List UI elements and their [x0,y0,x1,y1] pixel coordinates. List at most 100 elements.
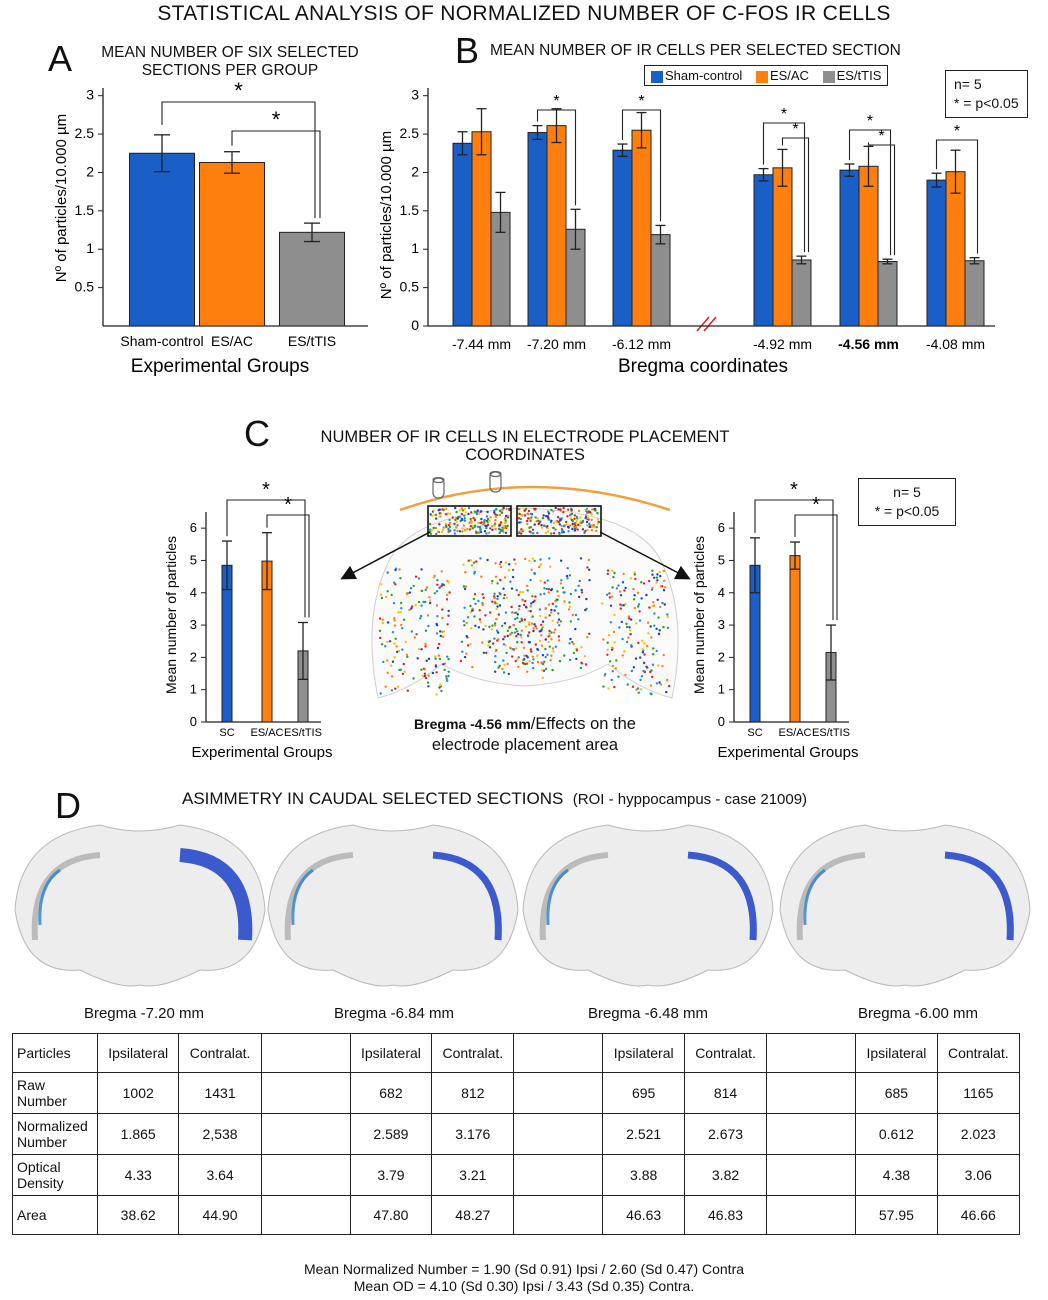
particle-dot [534,625,537,628]
particle-dot [562,525,565,528]
category-label: SC [219,727,234,739]
particle-dot [412,584,415,588]
particle-dot [448,512,452,515]
table-cell [260,1195,351,1235]
particle-dot [586,635,589,639]
bar [789,555,801,723]
particle-dot [539,614,542,618]
particle-dot [584,508,587,511]
panel-a-subtitle-line1: MEAN NUMBER OF SIX SELECTED [101,44,359,61]
particle-dot [535,627,538,630]
particle-dot [471,665,474,669]
particle-dot [515,634,518,638]
particle-dot [447,657,450,661]
table-cell [766,1195,857,1235]
particle-dot [494,670,497,673]
particle-dot [436,615,439,618]
particle-dot [469,604,472,608]
particle-dot [485,526,488,530]
particle-dot [584,608,587,612]
particle-dot [632,587,635,591]
particle-dot [410,607,413,610]
asymmetry-table: Particles Ipsilateral Contralat. Ipsilat… [12,1033,1021,1235]
particle-dot [521,591,524,594]
particle-dot [494,575,498,578]
particle-dot [596,518,599,521]
category-label: -4.56 mm [838,336,899,352]
particle-dot [655,627,658,630]
panel-b-x-axis-label: Bregma coordinates [618,356,788,377]
particle-dot [498,593,502,596]
legend-item-es-ttis: ES/tTIS [822,68,881,83]
particle-dot [544,607,547,610]
particle-dot [624,602,627,606]
particle-dot [477,512,481,515]
particle-dot [523,654,526,657]
y-tick-label: 3 [86,87,94,103]
section-outline [267,824,519,987]
particle-dot [512,611,515,614]
particle-dot [506,629,509,633]
particle-dot [548,634,551,637]
particle-dot [509,580,512,583]
particle-dot [629,577,633,580]
particle-dot [392,602,396,605]
table-cell: 0.612 [855,1113,938,1155]
bar [858,165,879,327]
particle-dot [586,528,589,532]
hippocampus-right [432,851,502,941]
particle-dot [540,629,543,632]
significance-bracket [762,122,806,253]
particle-dot [650,588,654,591]
particle-dot [423,674,426,678]
particle-dot [510,587,514,590]
footer-mean-normalized: Mean Normalized Number = 1.90 (Sd 0.91) … [303,1261,745,1277]
particle-dot [624,673,627,677]
particle-dot [583,655,587,658]
category-label: -6.12 mm [612,336,671,352]
particle-dot [520,641,523,644]
particle-dot [518,620,522,623]
particle-dot [491,525,494,528]
particle-dot [420,668,423,671]
particle-dot [384,685,387,688]
hippocampus-left [284,852,354,941]
particle-dot [511,647,515,651]
particle-dot [466,644,470,647]
particle-dot [559,518,562,522]
particle-dot [571,522,574,526]
particle-dot [550,654,553,657]
roi-box-right [516,505,602,537]
particle-dot [542,669,546,672]
particle-dot [518,521,521,524]
particle-dot [482,651,486,654]
panel-d-subtitle-roi: (ROI - hyppocampus - case 21009) [572,791,808,808]
particle-dot [481,641,484,644]
particle-dot [544,647,547,651]
particle-dot [449,522,452,526]
y-tick-label: 1 [718,682,725,697]
particle-dot [625,622,628,625]
particle-dot [474,624,477,627]
particle-dot [613,571,616,575]
particle-dot [656,598,659,601]
particle-dot [559,559,563,562]
particle-dot [571,519,574,523]
particle-dot [563,654,566,657]
particle-dot [550,611,553,614]
particle-dot [641,648,644,651]
y-tick-label: 1.5 [75,202,95,218]
particle-dot [639,656,642,659]
particle-dot [590,513,593,516]
particle-dot [473,615,476,618]
particle-dot [400,601,403,605]
particle-dot [401,672,405,676]
particle-dot [467,559,470,562]
table-cell: 3.21 [431,1154,515,1196]
particle-dot [406,689,409,692]
particle-dot [503,593,506,597]
particle-dot [455,510,458,514]
particle-dot [424,642,427,646]
particle-dot [445,598,449,601]
particle-dot [610,678,613,682]
